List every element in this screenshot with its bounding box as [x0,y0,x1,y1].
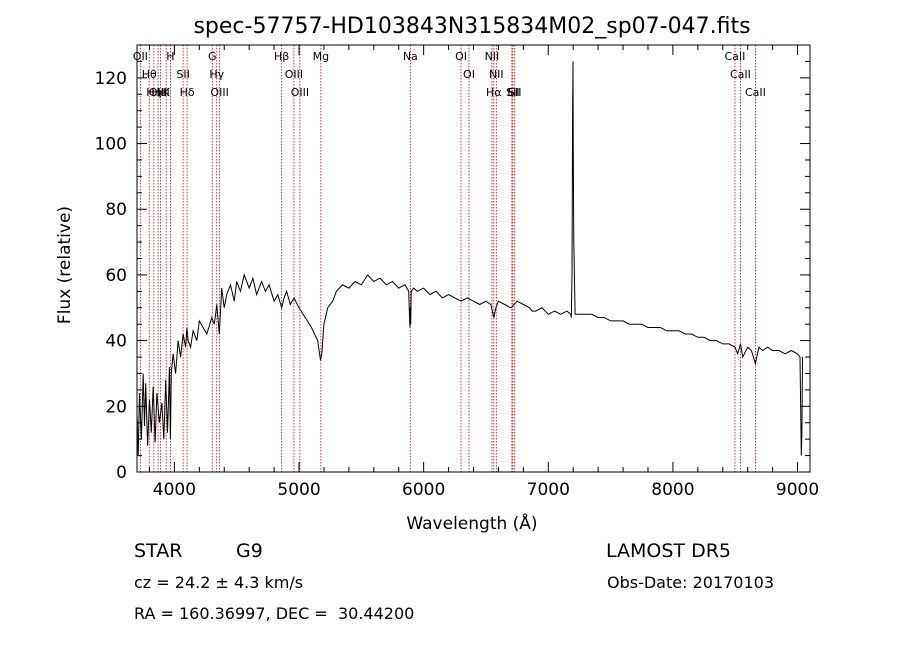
x-tick-label-4: 8000 [651,480,694,500]
x-tick-label-2: 6000 [402,480,445,500]
line-label-12: Hβ [274,50,289,63]
emission-line-markers [139,45,756,472]
emission-line-labels: OIIHθHηOIIIHeIKHSIIHδGHγOIIIHβOIIIOIIIMg… [133,50,766,99]
line-label-25: CaII [725,50,746,63]
line-label-19: NII [485,50,500,63]
y-axis-ticks: 0 20 40 60 80 100 120 [95,60,810,483]
chart-title: spec-57757-HD103843N315834M02_sp07-047.f… [193,14,750,39]
line-label-4: Hη [146,86,161,99]
plot-frame [136,44,811,473]
y-tick-label-2: 40 [105,332,127,352]
line-label-13: OIII [285,68,303,81]
y-tick-label-3: 60 [105,266,127,286]
x-axis-label: Wavelength (Å) [406,512,537,534]
line-label-15: Mg [313,50,329,63]
x-tick-label-3: 7000 [527,480,570,500]
line-label-20: Hα [486,86,502,99]
line-label-5: K [163,86,171,99]
line-label-8: Hδ [180,86,195,99]
line-label-7: SII [176,68,189,81]
line-label-14: OIII [291,86,309,99]
line-label-22: Li [507,86,516,99]
line-label-23: SII [506,86,519,99]
line-label-18: OI [463,68,475,81]
line-label-0: Hθ [142,68,157,81]
ra-dec-coordinates: RA = 160.36997, DEC = 30.44200 [134,604,415,623]
line-label-3: HeI [151,86,169,99]
line-label-26: CaII [730,68,751,81]
y-tick-label-5: 100 [95,135,127,155]
observation-date: Obs-Date: 20170103 [607,573,775,592]
object-type: STAR [134,540,183,562]
y-tick-label-0: 0 [116,463,127,483]
spectrum-series [136,61,803,456]
line-label-16: Na [403,50,418,63]
redshift-velocity: cz = 24.2 ± 4.3 km/s [134,573,304,592]
x-axis-ticks: 4000 5000 6000 7000 8000 9000 [148,45,819,500]
line-label-27: CaII [745,86,766,99]
x-tick-label-1: 5000 [277,480,320,500]
line-label-21: NII [489,68,504,81]
object-subclass: G9 [236,540,263,562]
y-axis-label: Flux (relative) [55,206,75,324]
survey-name: LAMOST DR5 [606,540,731,562]
y-tick-label-1: 20 [105,397,127,417]
line-label-10: Hγ [209,68,224,81]
x-tick-label-5: 9000 [776,480,819,500]
y-tick-label-4: 80 [105,200,127,220]
x-tick-label-0: 4000 [153,480,196,500]
line-label-9: OIII [210,86,228,99]
line-label-17: OI [455,50,467,63]
line-label-11: G [208,50,217,63]
line-label-2: OIII [149,86,167,99]
y-tick-label-6: 120 [95,69,127,89]
line-label-6: H [166,50,174,63]
line-label-24: SII [508,86,521,99]
